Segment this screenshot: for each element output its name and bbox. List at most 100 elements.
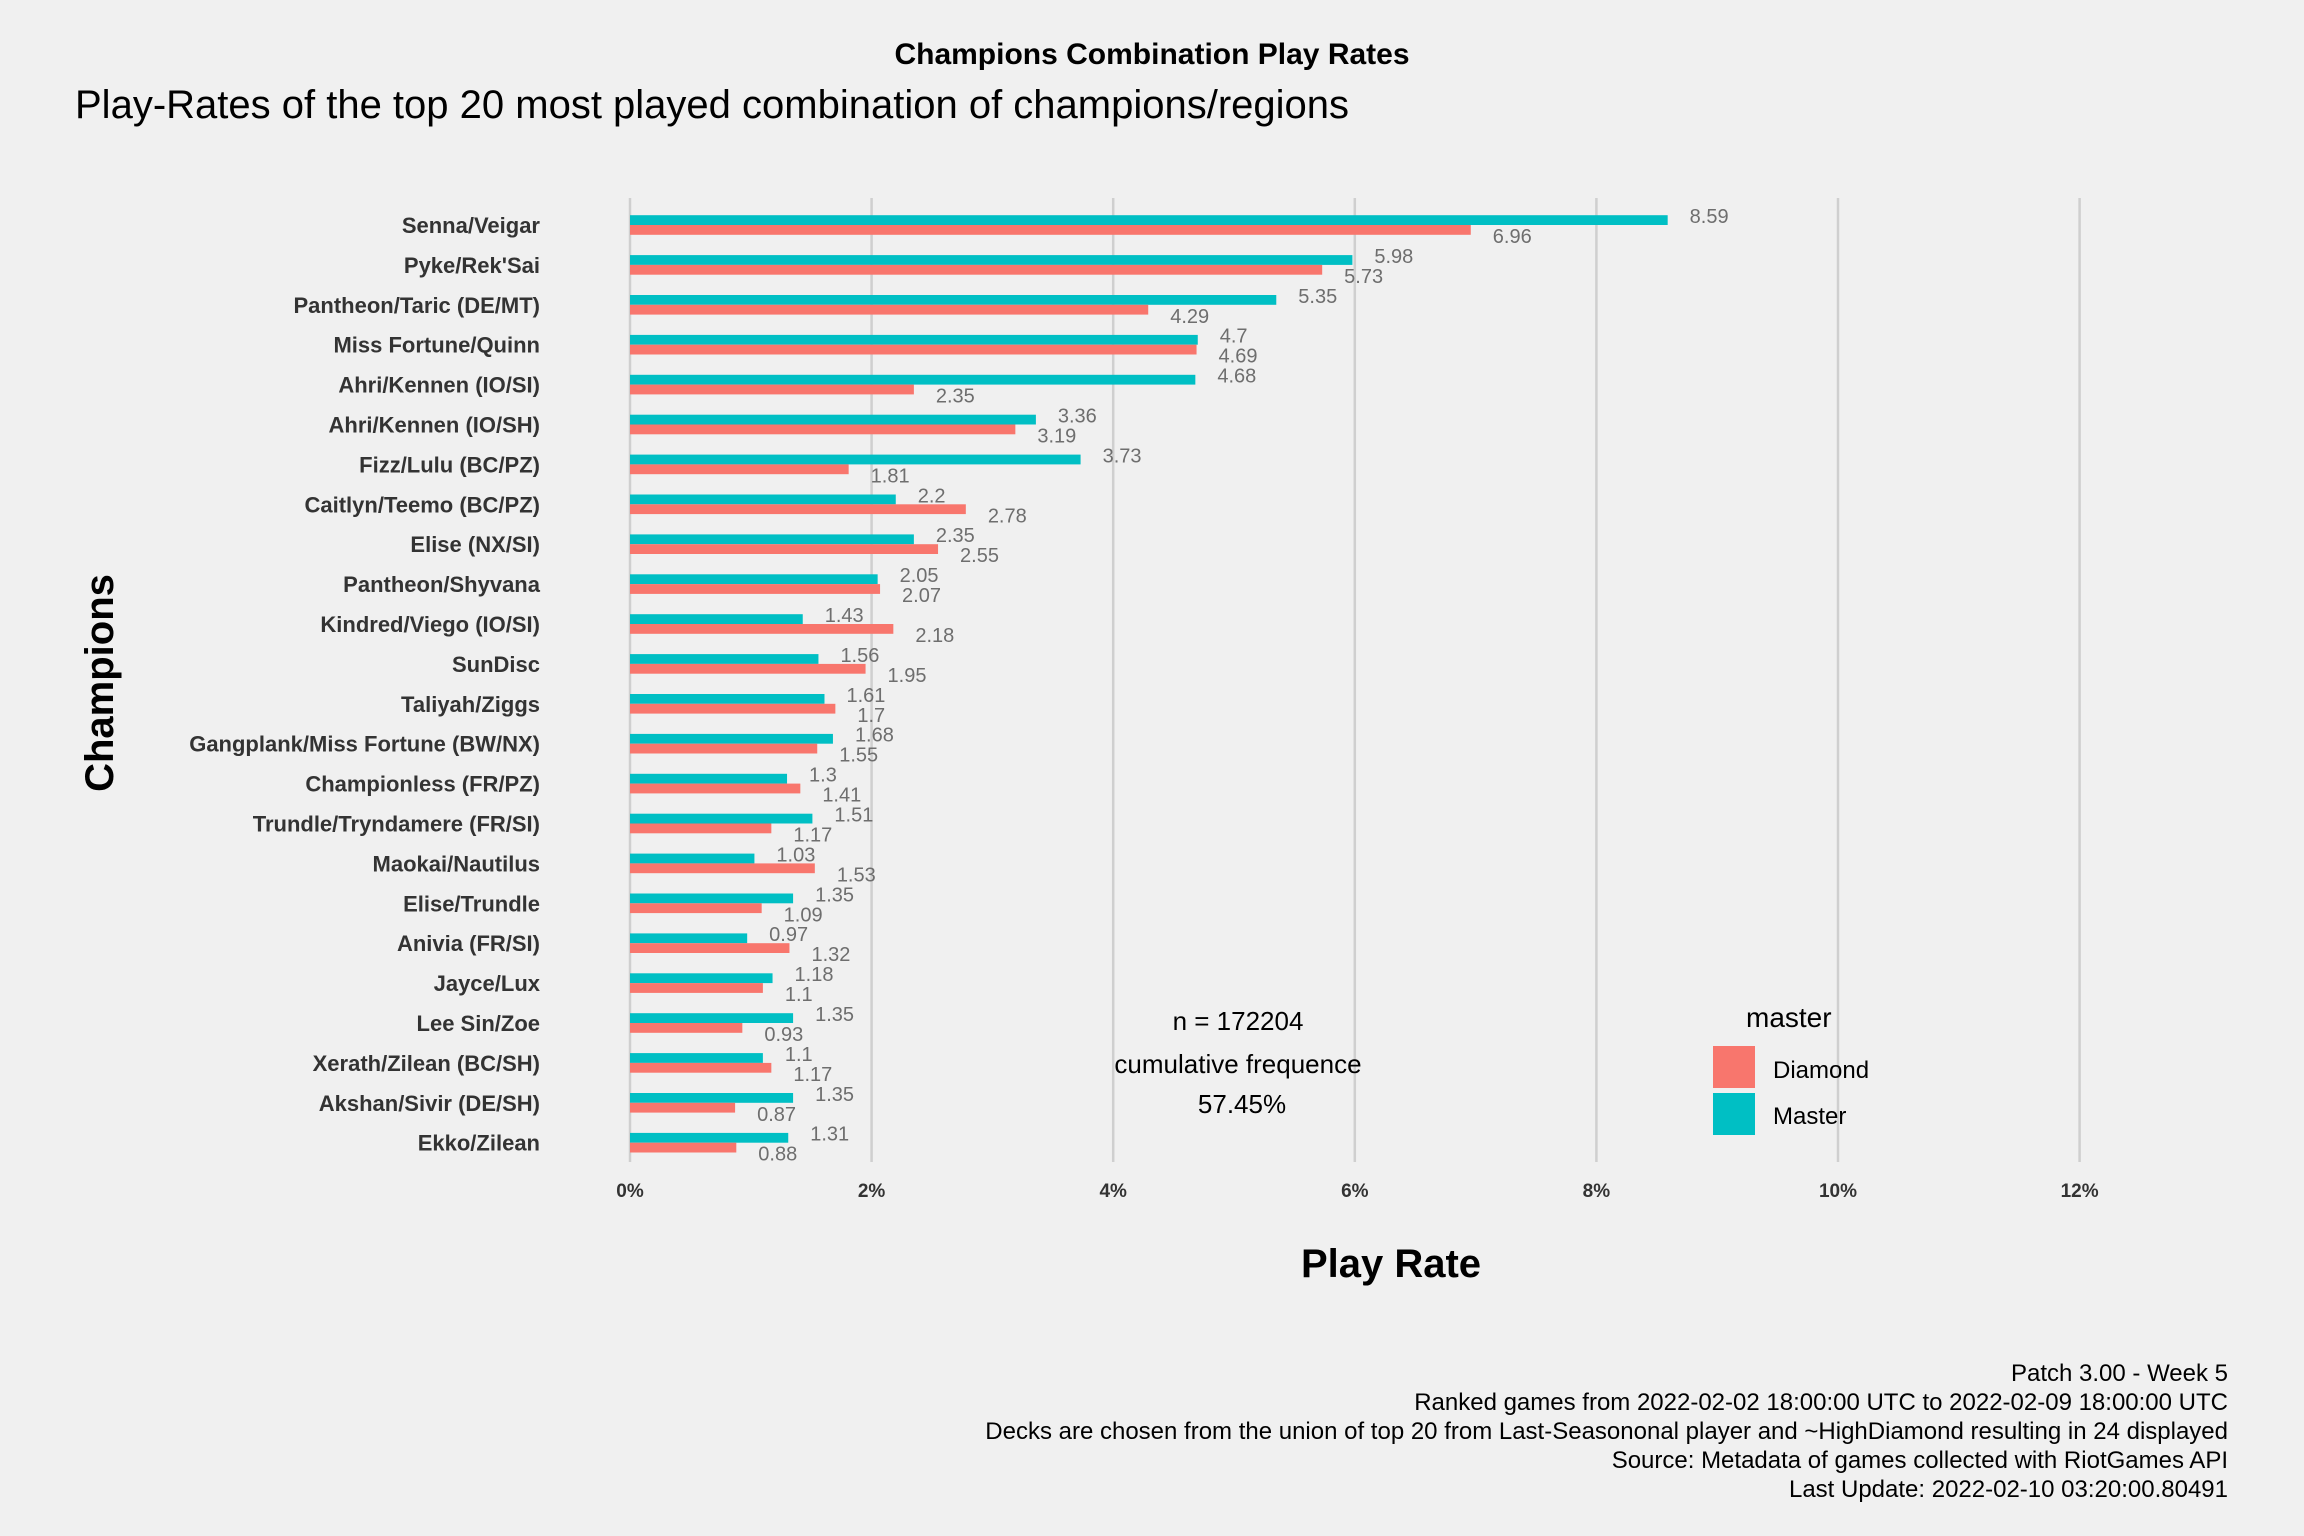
chart-title: Champions Combination Play Rates xyxy=(894,38,1409,71)
value-label-diamond: 3.19 xyxy=(1037,426,1076,448)
caption-line-1: Patch 3.00 - Week 5 xyxy=(2011,1360,2228,1387)
category-label: Miss Fortune/Quinn xyxy=(333,333,540,358)
bar-master-ahri-kennen-io-si xyxy=(630,374,1196,385)
x-tick-label: 0% xyxy=(616,1181,644,1202)
caption-line-2: Ranked games from 2022-02-02 18:00:00 UT… xyxy=(1414,1389,2228,1416)
bar-diamond-caitlyn-teemo-bc-pz xyxy=(630,504,966,515)
value-label-diamond: 1.95 xyxy=(888,665,927,687)
category-label: Senna/Veigar xyxy=(402,213,541,238)
value-label-master: 1.68 xyxy=(855,725,894,747)
category-label: Gangplank/Miss Fortune (BW/NX) xyxy=(189,732,540,757)
category-label: Ahri/Kennen (IO/SH) xyxy=(329,413,540,438)
value-label-diamond: 1.81 xyxy=(871,465,910,487)
value-label-master: 1.35 xyxy=(815,884,854,906)
x-tick-label: 10% xyxy=(1819,1181,1857,1202)
x-tick-label: 8% xyxy=(1583,1181,1611,1202)
category-label: Fizz/Lulu (BC/PZ) xyxy=(359,452,540,477)
category-label: Elise/Trundle xyxy=(403,891,540,916)
category-label: SunDisc xyxy=(452,652,540,677)
value-label-master: 2.35 xyxy=(936,525,975,547)
bar-diamond-senna-veigar xyxy=(630,225,1471,235)
bar-master-senna-veigar xyxy=(630,215,1668,225)
value-labels: 8.59 6.96 5.985.73 5.35 4.29 4.74.694.68 2.35 3… xyxy=(757,206,1729,1166)
bar-master-elise-nx-si xyxy=(630,534,914,545)
bar-diamond-anivia-fr-si xyxy=(630,943,790,953)
value-label-master: 1.61 xyxy=(846,685,885,707)
bar-diamond-ahri-kennen-io-si xyxy=(630,384,914,395)
bar-diamond-elise-nx-si xyxy=(630,544,939,554)
category-label: Maokai/Nautilus xyxy=(373,851,540,876)
category-label: Kindred/Viego (IO/SI) xyxy=(320,612,540,637)
bar-master-elise-trundle xyxy=(630,893,794,904)
value-label-diamond: 5.73 xyxy=(1344,266,1383,288)
value-label-master: 1.03 xyxy=(776,844,815,866)
value-label-diamond: 2.07 xyxy=(902,585,941,607)
bar-master-caitlyn-teemo-bc-pz xyxy=(630,494,896,505)
value-label-master: 4.7 xyxy=(1220,326,1248,348)
bars xyxy=(630,215,1668,1153)
bar-master-kindred-viego-io-si xyxy=(630,614,803,624)
value-label-master: 1.3 xyxy=(809,765,837,787)
value-label-master: 1.1 xyxy=(785,1044,813,1066)
category-label: Trundle/Tryndamere (FR/SI) xyxy=(253,812,540,837)
bar-diamond-elise-trundle xyxy=(630,903,762,914)
value-label-diamond: 2.35 xyxy=(936,386,975,408)
gridlines xyxy=(628,198,2081,1162)
annotation-line-3: 57.45% xyxy=(1198,1089,1286,1119)
bar-diamond-xerath-zilean-bc-sh xyxy=(630,1062,772,1073)
category-label: Lee Sin/Zoe xyxy=(417,1011,540,1036)
value-label-diamond: 4.29 xyxy=(1170,306,1209,328)
value-label-master: 5.35 xyxy=(1298,286,1337,308)
caption: Patch 3.00 - Week 5 Ranked games from 20… xyxy=(985,1360,2228,1503)
caption-line-4: Source: Metadata of games collected with… xyxy=(1612,1447,2228,1474)
value-label-master: 1.51 xyxy=(834,805,873,827)
bar-diamond-championless-fr-pz xyxy=(630,783,801,794)
category-label: Taliyah/Ziggs xyxy=(401,692,540,717)
value-label-diamond: 1.32 xyxy=(811,944,850,966)
value-label-diamond: 0.88 xyxy=(758,1144,797,1166)
value-label-diamond: 1.09 xyxy=(784,904,823,926)
bar-master-maokai-nautilus xyxy=(630,853,755,864)
bar-diamond-ahri-kennen-io-sh xyxy=(630,424,1016,435)
category-labels: Senna/Veigar Pyke/Rek'Sai Pantheon/Taric (… xyxy=(189,213,541,1156)
value-label-diamond: 1.55 xyxy=(839,745,878,767)
legend-label-diamond: Diamond xyxy=(1773,1057,1869,1084)
bar-master-pyke-rek-sai xyxy=(630,255,1353,265)
chart-subtitle: Play-Rates of the top 20 most played com… xyxy=(75,83,1349,127)
value-label-master: 1.56 xyxy=(840,645,879,667)
annotation-line-1: n = 172204 xyxy=(1173,1006,1304,1036)
bar-master-pantheon-taric-de-mt xyxy=(630,295,1277,305)
x-tick-label: 12% xyxy=(2061,1181,2099,1202)
bar-master-taliyah-ziggs xyxy=(630,694,825,704)
value-label-master: 0.97 xyxy=(769,924,808,946)
value-label-master: 2.2 xyxy=(918,485,946,507)
bar-diamond-maokai-nautilus xyxy=(630,863,815,874)
sample-annotation: n = 172204 cumulative frequence 57.45% xyxy=(1114,1006,1361,1119)
x-tick-labels: 0% 2% 4% 6% 8% 10% 12% xyxy=(616,1181,2098,1202)
value-label-master: 1.43 xyxy=(825,605,864,627)
bar-master-jayce-lux xyxy=(630,973,773,984)
bar-diamond-jayce-lux xyxy=(630,983,763,993)
bar-master-gangplank-miss-fortune-bw-nx xyxy=(630,733,833,744)
value-label-master: 1.35 xyxy=(815,1004,854,1026)
category-label: Akshan/Sivir (DE/SH) xyxy=(319,1091,540,1116)
value-label-master: 8.59 xyxy=(1690,206,1729,228)
bar-master-pantheon-shyvana xyxy=(630,574,878,585)
category-label: Xerath/Zilean (BC/SH) xyxy=(313,1051,540,1076)
category-label: Ahri/Kennen (IO/SI) xyxy=(338,373,540,398)
value-label-master: 2.05 xyxy=(900,565,939,587)
value-label-master: 1.31 xyxy=(810,1124,849,1146)
bar-master-sundisc xyxy=(630,654,819,664)
caption-line-5: Last Update: 2022-02-10 03:20:00.80491 xyxy=(1789,1476,2228,1503)
x-tick-label: 4% xyxy=(1099,1181,1127,1202)
value-label-diamond: 1.1 xyxy=(785,984,813,1006)
bar-diamond-pantheon-taric-de-mt xyxy=(630,304,1149,315)
x-tick-label: 6% xyxy=(1341,1181,1369,1202)
value-label-diamond: 1.17 xyxy=(793,1064,832,1086)
annotation-line-2: cumulative frequence xyxy=(1114,1049,1361,1079)
bar-diamond-trundle-tryndamere-fr-si xyxy=(630,823,772,834)
category-label: Anivia (FR/SI) xyxy=(397,931,540,956)
category-label: Ekko/Zilean xyxy=(418,1131,540,1156)
bar-diamond-fizz-lulu-bc-pz xyxy=(630,464,849,475)
